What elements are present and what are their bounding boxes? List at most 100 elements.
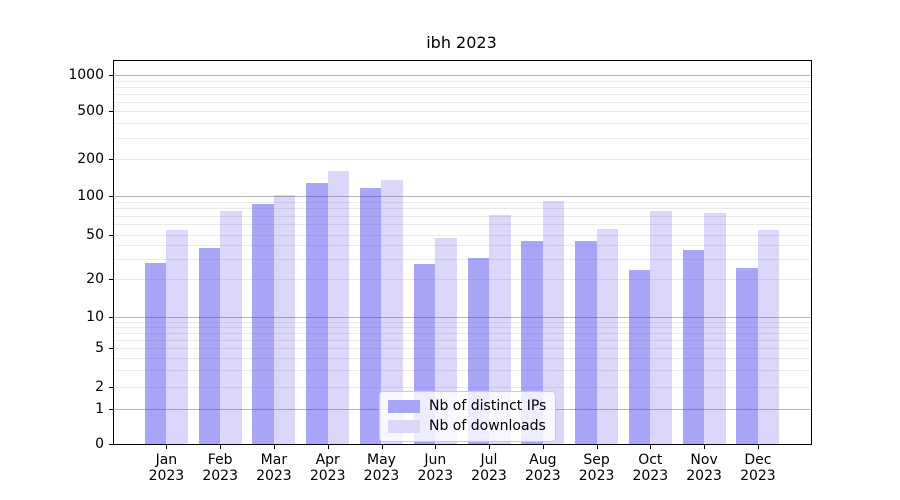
bar-nb-of-distinct-ips-nov — [682, 250, 705, 444]
bar-nb-of-downloads-apr — [327, 170, 350, 444]
gridline — [114, 339, 811, 341]
x-tick — [489, 445, 490, 449]
legend-swatch-distinct-ips-icon — [388, 400, 420, 413]
gridline — [114, 196, 811, 197]
x-tick-label: Oct 2023 — [632, 452, 669, 484]
gridline — [114, 137, 811, 139]
gridline — [114, 369, 811, 371]
x-tick-label: Apr 2023 — [309, 452, 346, 484]
y-tick — [109, 348, 113, 349]
x-tick-label: Sep 2023 — [578, 452, 615, 484]
y-tick-label: 1000 — [68, 67, 104, 83]
gridline — [114, 333, 811, 334]
y-tick — [109, 409, 113, 410]
gridline — [114, 101, 811, 103]
x-tick-label: Aug 2023 — [524, 452, 561, 484]
x-tick-label: Nov 2023 — [686, 452, 722, 484]
x-tick-label: Mar 2023 — [256, 452, 292, 484]
bar-nb-of-distinct-ips-dec — [736, 268, 758, 444]
x-tick — [166, 445, 168, 449]
bar-nb-of-downloads-jan — [166, 230, 188, 444]
gridline — [114, 215, 811, 217]
gridline — [114, 86, 811, 88]
gridline — [114, 317, 811, 318]
x-tick-label: Feb 2023 — [202, 452, 238, 484]
bar-nb-of-downloads-may — [381, 179, 403, 444]
gridline — [114, 159, 811, 160]
x-tick — [650, 445, 652, 449]
y-tick — [109, 159, 113, 160]
gridline — [114, 80, 811, 82]
x-tick — [327, 445, 329, 449]
y-tick-label: 100 — [77, 188, 104, 204]
y-tick — [109, 111, 113, 112]
bar-nb-of-distinct-ips-sep — [575, 240, 597, 444]
legend: Nb of distinct IPs Nb of downloads — [379, 391, 557, 442]
y-tick — [109, 444, 113, 445]
bar-nb-of-distinct-ips-feb — [198, 247, 221, 444]
gridline — [114, 208, 811, 210]
y-tick — [109, 279, 113, 280]
bar-nb-of-downloads-aug — [542, 200, 565, 444]
y-tick — [109, 196, 113, 197]
gridline — [114, 259, 811, 261]
x-tick-label: Dec 2023 — [740, 452, 776, 484]
gridline — [114, 111, 811, 112]
x-tick — [704, 445, 706, 449]
y-tick-label: 1 — [95, 401, 104, 417]
legend-swatch-downloads-icon — [388, 420, 420, 433]
y-tick-label: 0 — [95, 436, 104, 452]
gridline — [114, 93, 811, 95]
bar-nb-of-distinct-ips-apr — [306, 182, 328, 444]
bar-nb-of-downloads-sep — [596, 229, 619, 444]
bar-nb-of-downloads-nov — [704, 213, 726, 444]
y-tick-label: 50 — [86, 226, 104, 243]
y-tick — [109, 317, 113, 318]
gridline — [114, 387, 811, 388]
legend-item-distinct-ips: Nb of distinct IPs — [388, 398, 546, 415]
x-tick-label: Jun 2023 — [417, 452, 454, 484]
x-tick-label: Jan 2023 — [148, 452, 185, 484]
gridline — [114, 75, 811, 76]
bar-nb-of-downloads-oct — [650, 211, 672, 444]
y-tick-label: 500 — [77, 103, 104, 119]
legend-item-downloads: Nb of downloads — [388, 418, 546, 435]
x-tick — [435, 445, 437, 449]
y-tick-label: 10 — [86, 309, 104, 325]
bar-nb-of-distinct-ips-jan — [144, 262, 167, 444]
gridline — [114, 224, 811, 226]
chart-title: ibh 2023 — [426, 33, 497, 52]
gridline — [114, 321, 811, 323]
y-tick-label: 5 — [95, 340, 104, 356]
gridline — [114, 201, 811, 203]
plot-area: Nb of distinct IPs Nb of downloads 0 1 2 5 1… — [68, 60, 812, 484]
x-tick — [542, 445, 544, 449]
bar-nb-of-downloads-dec — [757, 230, 780, 444]
y-tick-label: 200 — [77, 151, 104, 167]
gridline — [114, 234, 811, 236]
gridline — [114, 327, 811, 328]
gridline — [114, 348, 811, 349]
x-tick — [220, 445, 222, 449]
gridline — [114, 122, 811, 124]
x-tick — [596, 445, 598, 449]
gridline — [114, 357, 811, 359]
bar-nb-of-distinct-ips-may — [359, 188, 382, 444]
x-tick-label: May 2023 — [363, 452, 400, 484]
y-tick — [109, 75, 113, 76]
gridline — [114, 279, 811, 280]
gridline — [114, 245, 811, 247]
y-tick — [109, 234, 113, 236]
bar-nb-of-downloads-mar — [273, 194, 296, 444]
y-tick — [109, 387, 113, 388]
bar-nb-of-downloads-jul — [489, 215, 511, 444]
bar-nb-of-distinct-ips-oct — [628, 270, 651, 444]
x-tick — [757, 445, 759, 449]
y-tick-label: 2 — [95, 379, 104, 395]
bar-nb-of-downloads-feb — [220, 211, 242, 444]
x-tick — [381, 445, 383, 449]
bar-nb-of-distinct-ips-mar — [252, 203, 274, 444]
x-tick-label: Jul 2023 — [471, 452, 507, 484]
legend-label-downloads: Nb of downloads — [429, 418, 546, 434]
